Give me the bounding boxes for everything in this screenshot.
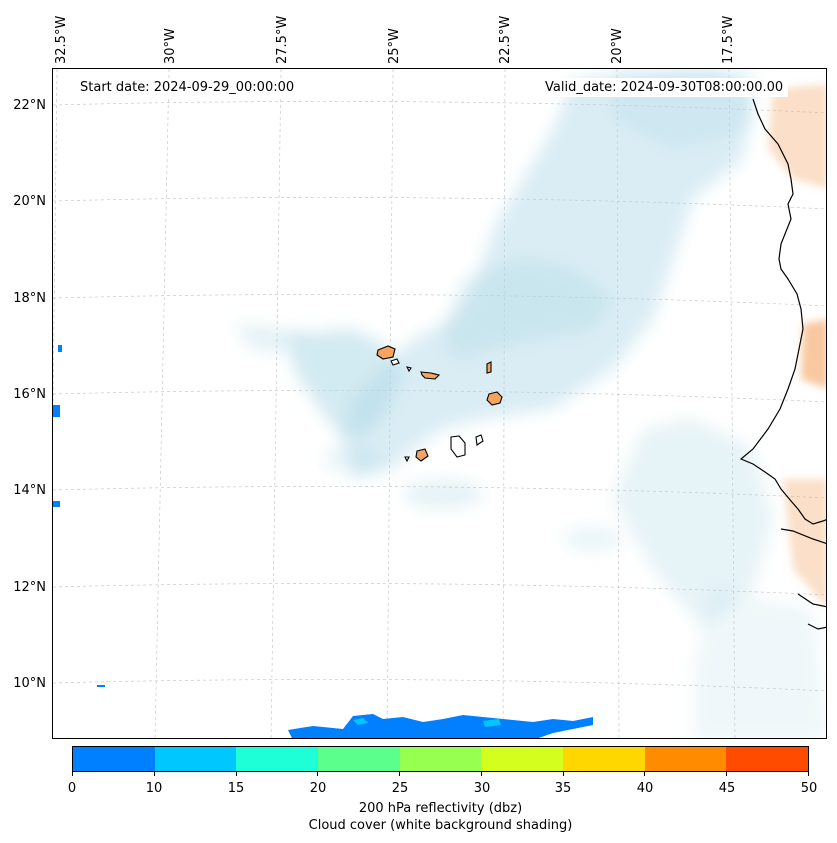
colorbar-tick-mark (562, 772, 564, 776)
colorbar-tick-mark (153, 772, 155, 776)
colorbar-segment (318, 747, 400, 771)
lon-tick-label: 25°W (387, 28, 402, 64)
colorbar-tick-label: 0 (67, 781, 77, 796)
colorbar-sublabel: Cloud cover (white background shading) (308, 818, 573, 833)
map-canvas (53, 69, 826, 738)
cape-verde-islands (376, 345, 503, 463)
colorbar-label: 200 hPa reflectivity (dbz) (358, 801, 523, 816)
colorbar-tick-mark (399, 772, 401, 776)
coastline (807, 623, 826, 630)
lat-tick-label: 18°N (13, 291, 46, 306)
colorbar-tick-label: 40 (636, 781, 654, 796)
coastline (780, 528, 826, 544)
colorbar-tick-mark (317, 772, 319, 776)
lon-tick-label: 22.5°W (498, 15, 513, 64)
map-panel[interactable]: Start date: 2024-09-29_00:00:00 Valid_da… (52, 68, 827, 739)
colorbar-segment (481, 747, 564, 771)
lon-tick-label: 20°W (610, 28, 625, 64)
lat-tick-label: 12°N (13, 580, 46, 595)
colorbar-tick-mark (726, 772, 728, 776)
lat-tick-label: 16°N (13, 387, 46, 402)
lat-tick-label: 10°N (13, 676, 46, 691)
colorbar-segment (236, 747, 319, 771)
land-warm-shading (768, 84, 826, 607)
colorbar-segment (563, 747, 645, 771)
colorbar-tick-label: 45 (718, 781, 736, 796)
coastline (797, 593, 826, 608)
colorbar (72, 746, 809, 772)
lat-tick-label: 14°N (13, 483, 46, 498)
lon-tick-label: 27.5°W (275, 15, 290, 64)
lon-tick-label: 32.5°W (54, 15, 69, 64)
colorbar-tick-mark (480, 772, 482, 776)
lat-tick-label: 20°N (13, 194, 46, 209)
colorbar-tick-label: 50 (800, 781, 818, 796)
colorbar-tick-label: 30 (473, 781, 491, 796)
colorbar-segment (399, 747, 482, 771)
colorbar-segment (726, 747, 809, 771)
coastline (739, 98, 826, 525)
colorbar-tick-label: 15 (227, 781, 245, 796)
lon-tick-label: 17.5°W (721, 15, 736, 64)
colorbar-tick-label: 20 (309, 781, 327, 796)
colorbar-segment (154, 747, 237, 771)
colorbar-tick-mark (808, 772, 809, 776)
colorbar-tick-label: 25 (391, 781, 409, 796)
colorbar-tick-label: 10 (145, 781, 163, 796)
cloud-cover (233, 69, 826, 738)
colorbar-tick-mark (235, 772, 237, 776)
colorbar-tick-mark (72, 772, 73, 776)
lon-tick-label: 30°W (163, 28, 178, 64)
colorbar-tick-label: 35 (554, 781, 572, 796)
colorbar-tick-mark (644, 772, 646, 776)
colorbar-segment (644, 747, 727, 771)
start-date-label: Start date: 2024-09-29_00:00:00 (75, 78, 300, 97)
lat-tick-label: 22°N (13, 98, 46, 113)
valid-date-label: Valid_date: 2024-09-30T08:00:00.00 (540, 78, 789, 97)
colorbar-segment (73, 747, 155, 771)
reflectivity-contours-high (353, 718, 501, 727)
